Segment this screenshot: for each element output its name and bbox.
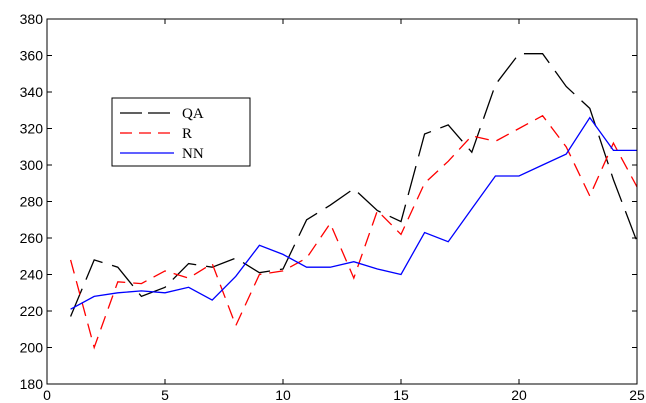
series-line-r [69,114,638,350]
legend-label-nn: NN [182,146,204,162]
y-tick-label: 320 [20,121,44,137]
x-tick-label: 15 [393,387,409,403]
y-tick-label: 280 [20,194,44,210]
series-layer [69,53,638,350]
x-tick-label: 10 [275,387,291,403]
y-tick-label: 260 [20,230,44,246]
x-tick-label: 20 [511,387,527,403]
series-line-nn [70,116,637,310]
legend-label-qa: QA [182,106,204,122]
axis-layer: 0 5 10 15 20 25 180 200 220 240 260 280 300 320 340 360… [20,11,645,403]
y-tick-label: 360 [20,48,44,64]
legend: QA R NN [111,97,251,167]
x-tick-label: 5 [161,387,169,403]
series-line-qa [70,53,638,317]
y-tick-label: 300 [20,157,44,173]
legend-box [111,97,251,167]
legend-label-r: R [182,126,192,142]
y-tick-label: 220 [20,303,44,319]
y-tick-label: 200 [20,340,44,356]
y-tick-label: 240 [20,267,44,283]
y-tick-label: 340 [20,84,44,100]
y-tick-label: 180 [20,376,44,392]
x-tick-label: 25 [629,387,645,403]
x-tick-label: 0 [43,387,51,403]
y-tick-label: 380 [20,11,44,27]
